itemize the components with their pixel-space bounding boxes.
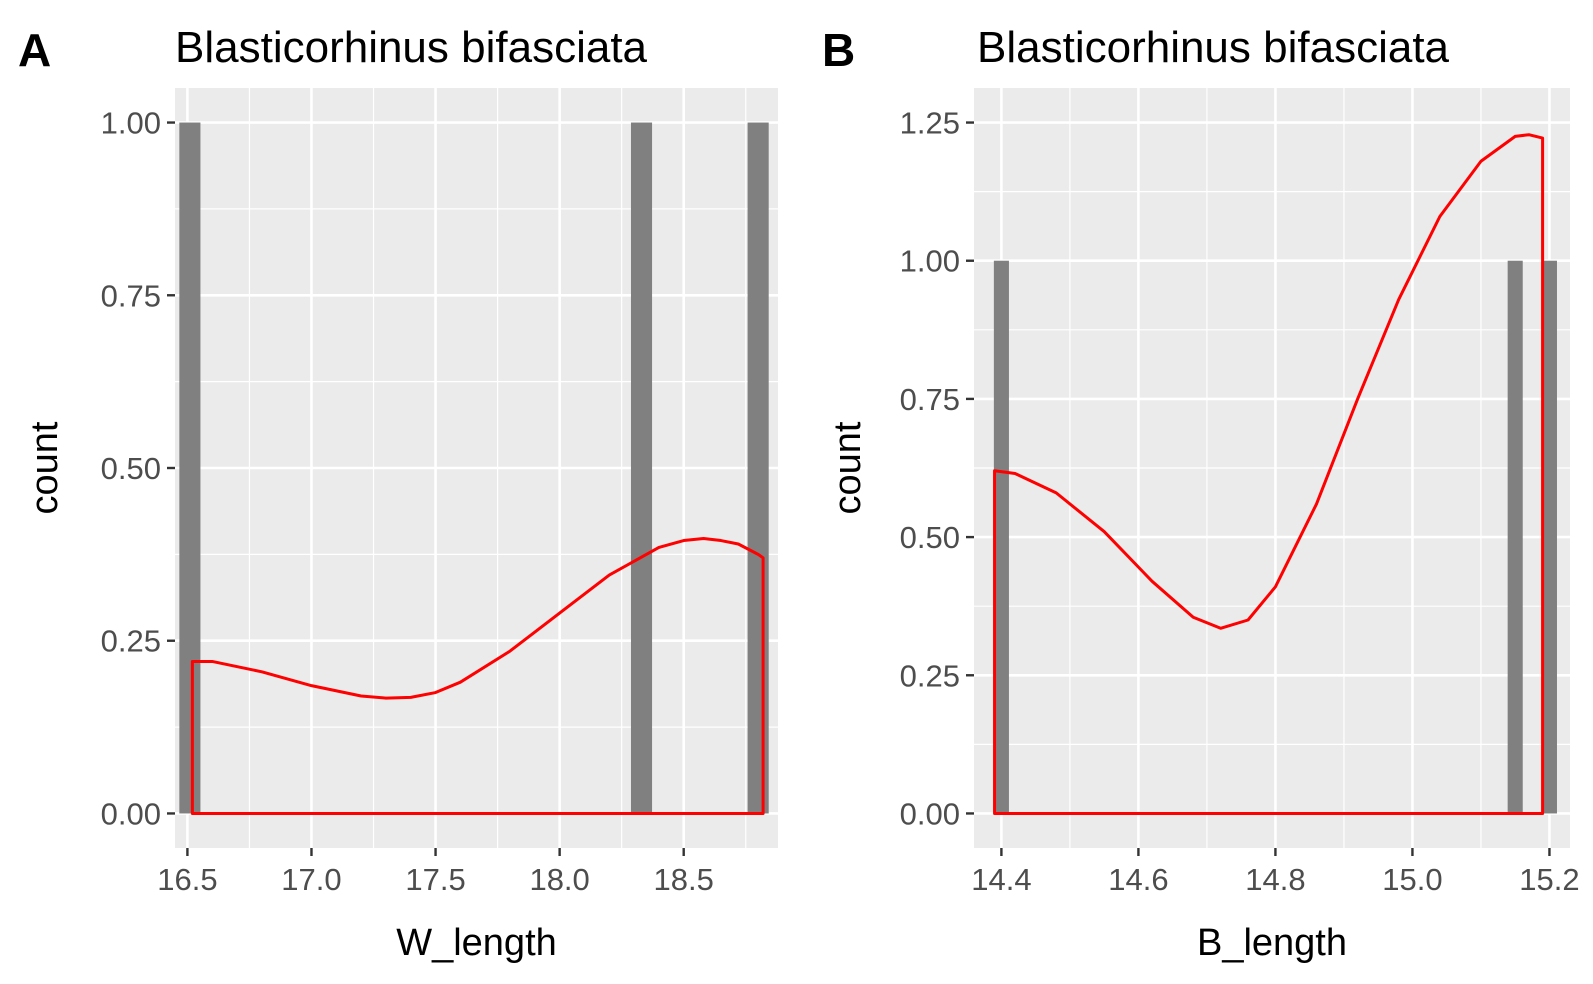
panel-b-x-tick-label: 14.8 <box>1245 862 1305 897</box>
panel-a-x-axis-title: W_length <box>396 922 557 964</box>
panel-b-tag: B <box>822 24 855 76</box>
panel-b-x-tick-label: 14.6 <box>1108 862 1168 897</box>
panel-a-x-ticks: 16.5 17.0 17.5 18.0 18.5 <box>157 848 714 897</box>
panel-a: A Blasticorhinus bifasciata 0.00 0.25 0.50… <box>18 23 778 964</box>
panel-a-y-tick-label: 0.50 <box>101 451 161 486</box>
panel-a-x-tick-label: 17.5 <box>405 862 465 897</box>
panel-a-histogram-bar <box>747 122 769 814</box>
panel-a-histogram-bar <box>179 122 201 814</box>
panel-b-y-tick-label: 0.00 <box>900 796 960 831</box>
panel-a-title: Blasticorhinus bifasciata <box>175 23 648 72</box>
panel-a-tag: A <box>18 24 51 76</box>
panel-b-density <box>993 133 1545 815</box>
panel-b-title: Blasticorhinus bifasciata <box>977 23 1450 72</box>
panel-b: B Blasticorhinus bifasciata 0.00 0.25 0.50… <box>822 23 1580 964</box>
panel-a-y-ticks: 0.00 0.25 0.50 0.75 1.00 <box>101 106 175 831</box>
panel-b-y-tick-label: 1.00 <box>900 244 960 279</box>
panel-b-x-axis-title: B_length <box>1197 922 1347 964</box>
panel-b-histogram-bar <box>1541 260 1557 814</box>
panel-b-y-tick-label: 1.25 <box>900 106 960 141</box>
panel-a-y-tick-label: 0.25 <box>101 624 161 659</box>
panel-b-y-ticks: 0.00 0.25 0.50 0.75 1.00 1.25 <box>900 106 974 831</box>
panel-b-x-tick-label: 14.4 <box>971 862 1031 897</box>
panel-b-y-tick-label: 0.50 <box>900 520 960 555</box>
panel-a-y-tick-label: 1.00 <box>101 106 161 141</box>
panel-a-y-tick-label: 0.00 <box>101 796 161 831</box>
panel-a-density-curve <box>190 536 765 815</box>
panel-b-y-tick-label: 0.75 <box>900 382 960 417</box>
panel-a-y-axis-title: count <box>24 421 66 514</box>
panel-a-x-tick-label: 18.0 <box>529 862 589 897</box>
panel-b-bars <box>993 260 1557 814</box>
panel-b-y-axis-title: count <box>827 421 869 514</box>
panel-b-histogram-bar <box>1507 260 1523 814</box>
panel-b-x-tick-label: 15.2 <box>1519 862 1579 897</box>
panel-b-x-ticks: 14.4 14.6 14.8 15.0 15.2 <box>971 848 1580 897</box>
panel-b-density-curve <box>993 133 1545 815</box>
panel-b-x-tick-label: 15.0 <box>1382 862 1442 897</box>
panel-a-x-tick-label: 18.5 <box>654 862 714 897</box>
panel-b-y-tick-label: 0.25 <box>900 658 960 693</box>
panel-b-histogram-bar <box>993 260 1009 814</box>
panel-a-histogram-bar <box>630 122 653 814</box>
panel-a-density <box>190 536 765 815</box>
panel-a-x-tick-label: 17.0 <box>281 862 341 897</box>
panel-a-y-tick-label: 0.75 <box>101 278 161 313</box>
panel-a-x-tick-label: 16.5 <box>157 862 217 897</box>
